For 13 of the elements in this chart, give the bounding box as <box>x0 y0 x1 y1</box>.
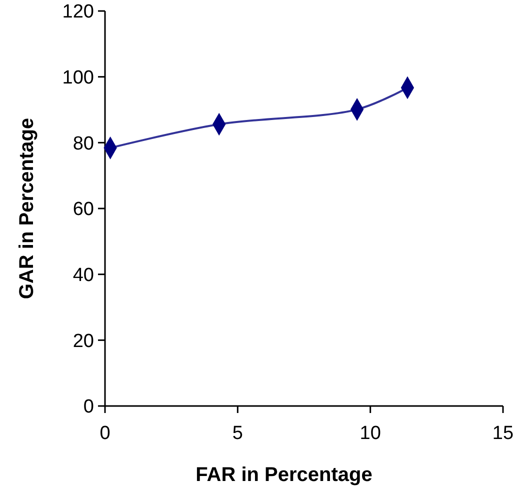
x-tick-label: 15 <box>492 423 514 444</box>
x-tick-label: 0 <box>100 423 110 444</box>
y-tick-label: 40 <box>72 264 94 286</box>
x-tick-label: 10 <box>360 423 381 444</box>
x-tick-label: 5 <box>232 423 243 444</box>
y-tick-label: 20 <box>72 330 94 352</box>
y-tick-label: 120 <box>62 2 94 23</box>
y-tick-label: 80 <box>72 133 94 154</box>
y-axis-title: GAR in Percentage <box>16 118 38 300</box>
y-tick-label: 60 <box>72 199 94 220</box>
y-tick-label: 0 <box>83 396 94 418</box>
x-axis-title: FAR in Percentage <box>196 464 372 486</box>
y-tick-label: 100 <box>62 67 94 88</box>
